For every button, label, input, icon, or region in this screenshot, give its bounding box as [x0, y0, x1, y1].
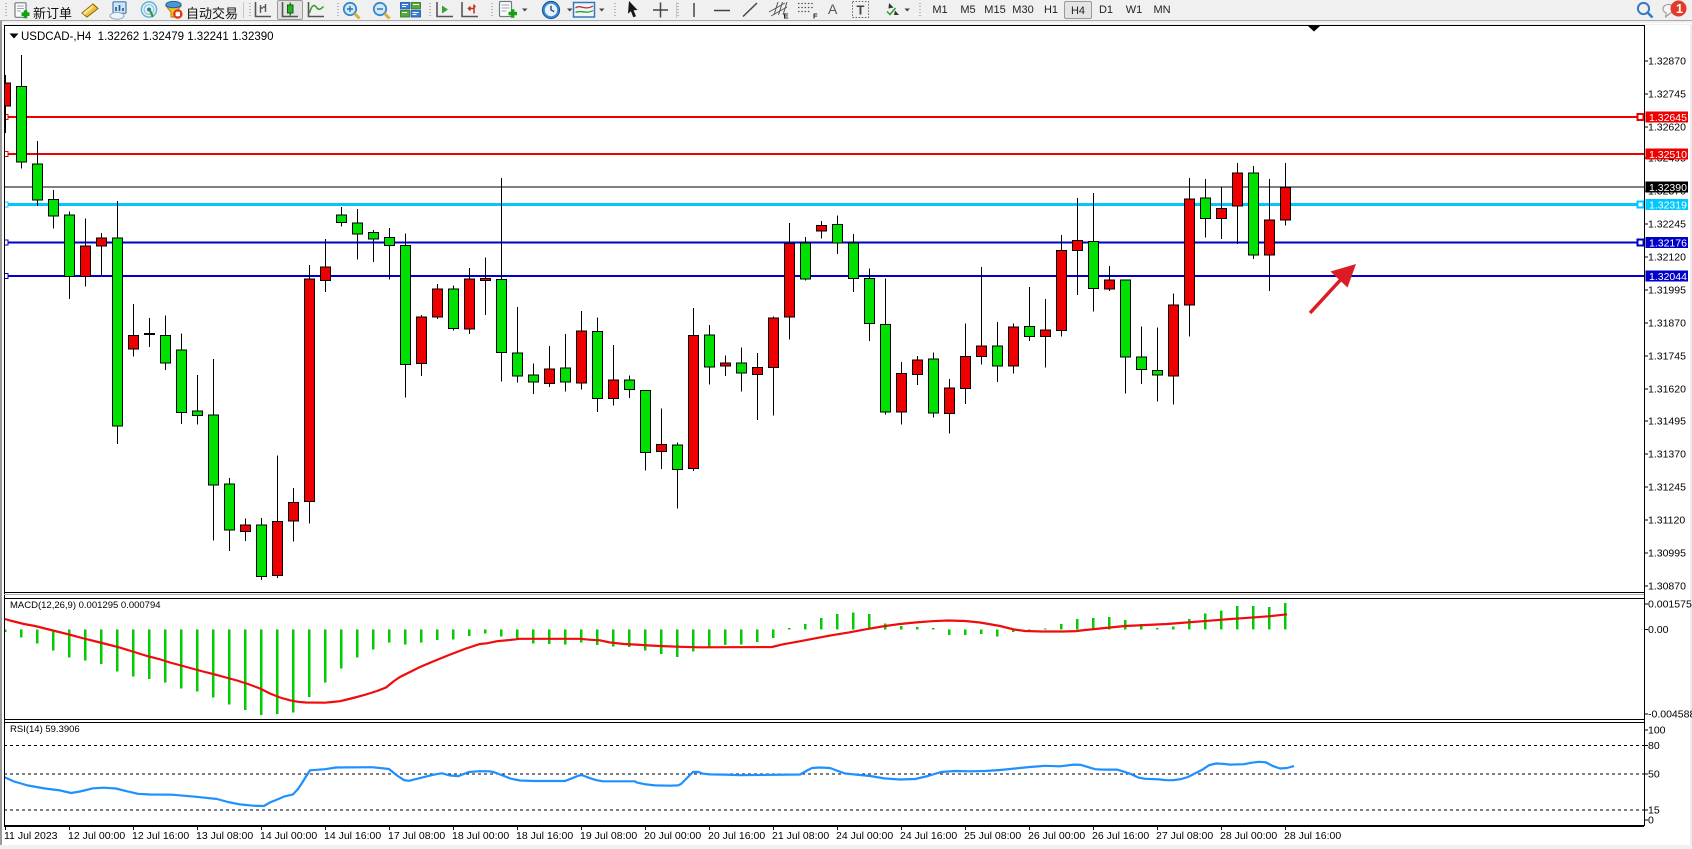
svg-text:-0.004588: -0.004588	[1648, 709, 1692, 721]
svg-text:1.31245: 1.31245	[1648, 482, 1686, 494]
svg-text:28 Jul 00:00: 28 Jul 00:00	[1220, 830, 1277, 842]
svg-text:1.32245: 1.32245	[1648, 219, 1686, 231]
svg-text:1.32120: 1.32120	[1648, 252, 1686, 264]
svg-text:21 Jul 08:00: 21 Jul 08:00	[772, 830, 829, 842]
svg-text:MACD(12,26,9) 0.001295 0.00079: MACD(12,26,9) 0.001295 0.000794	[10, 600, 161, 611]
svg-text:1.32319: 1.32319	[1649, 200, 1687, 212]
svg-text:1.31870: 1.31870	[1648, 318, 1686, 330]
svg-text:0: 0	[1648, 815, 1654, 827]
svg-text:1.32620: 1.32620	[1648, 122, 1686, 134]
svg-text:12 Jul 16:00: 12 Jul 16:00	[132, 830, 189, 842]
svg-text:13 Jul 08:00: 13 Jul 08:00	[196, 830, 253, 842]
svg-text:1.32390: 1.32390	[1649, 182, 1687, 194]
svg-text:RSI(14) 59.3906: RSI(14) 59.3906	[10, 724, 80, 735]
svg-text:F: F	[813, 12, 818, 21]
svg-text:12 Jul 00:00: 12 Jul 00:00	[68, 830, 125, 842]
svg-text:1.31120: 1.31120	[1648, 515, 1685, 527]
svg-text:1.32645: 1.32645	[1649, 112, 1687, 124]
svg-text:1.31620: 1.31620	[1648, 384, 1686, 396]
svg-text:20 Jul 00:00: 20 Jul 00:00	[644, 830, 701, 842]
svg-text:14 Jul 16:00: 14 Jul 16:00	[324, 830, 381, 842]
svg-text:11 Jul 2023: 11 Jul 2023	[4, 830, 58, 842]
svg-text:50: 50	[1648, 769, 1660, 781]
svg-text:1.30995: 1.30995	[1648, 548, 1686, 560]
svg-text:1.31495: 1.31495	[1648, 416, 1686, 428]
svg-text:1.32510: 1.32510	[1649, 149, 1687, 161]
svg-text:E: E	[784, 12, 789, 21]
svg-text:80: 80	[1648, 740, 1660, 752]
svg-text:1.31995: 1.31995	[1648, 285, 1686, 297]
svg-text:100: 100	[1648, 725, 1666, 737]
svg-text:19 Jul 08:00: 19 Jul 08:00	[580, 830, 637, 842]
svg-text:26 Jul 16:00: 26 Jul 16:00	[1092, 830, 1149, 842]
svg-text:1.32745: 1.32745	[1648, 89, 1686, 101]
svg-text:26 Jul 00:00: 26 Jul 00:00	[1028, 830, 1085, 842]
svg-text:27 Jul 08:00: 27 Jul 08:00	[1156, 830, 1213, 842]
svg-text:1.31370: 1.31370	[1648, 449, 1686, 461]
svg-text:24 Jul 16:00: 24 Jul 16:00	[900, 830, 957, 842]
svg-text:0.00: 0.00	[1648, 624, 1669, 636]
svg-text:20 Jul 16:00: 20 Jul 16:00	[708, 830, 765, 842]
svg-text:1.32176: 1.32176	[1649, 238, 1687, 250]
svg-text:17 Jul 08:00: 17 Jul 08:00	[388, 830, 445, 842]
svg-text:1.32044: 1.32044	[1649, 271, 1687, 283]
svg-text:15: 15	[1648, 805, 1660, 817]
svg-text:T: T	[857, 3, 865, 18]
svg-text:24 Jul 00:00: 24 Jul 00:00	[836, 830, 893, 842]
svg-text:1.31745: 1.31745	[1648, 351, 1686, 363]
svg-text:1: 1	[1676, 2, 1683, 16]
svg-text:25 Jul 08:00: 25 Jul 08:00	[964, 830, 1021, 842]
svg-text:USDCAD-,H4 1.32262 1.32479 1.: USDCAD-,H4 1.32262 1.32479 1.32241 1.323…	[21, 31, 274, 43]
svg-text:1.32870: 1.32870	[1648, 56, 1686, 68]
svg-text:18 Jul 00:00: 18 Jul 00:00	[452, 830, 509, 842]
svg-text:0.001575: 0.001575	[1648, 599, 1692, 611]
svg-text:14 Jul 00:00: 14 Jul 00:00	[260, 830, 317, 842]
svg-text:1.30870: 1.30870	[1648, 581, 1686, 593]
svg-text:28 Jul 16:00: 28 Jul 16:00	[1284, 830, 1341, 842]
svg-text:18 Jul 16:00: 18 Jul 16:00	[516, 830, 573, 842]
